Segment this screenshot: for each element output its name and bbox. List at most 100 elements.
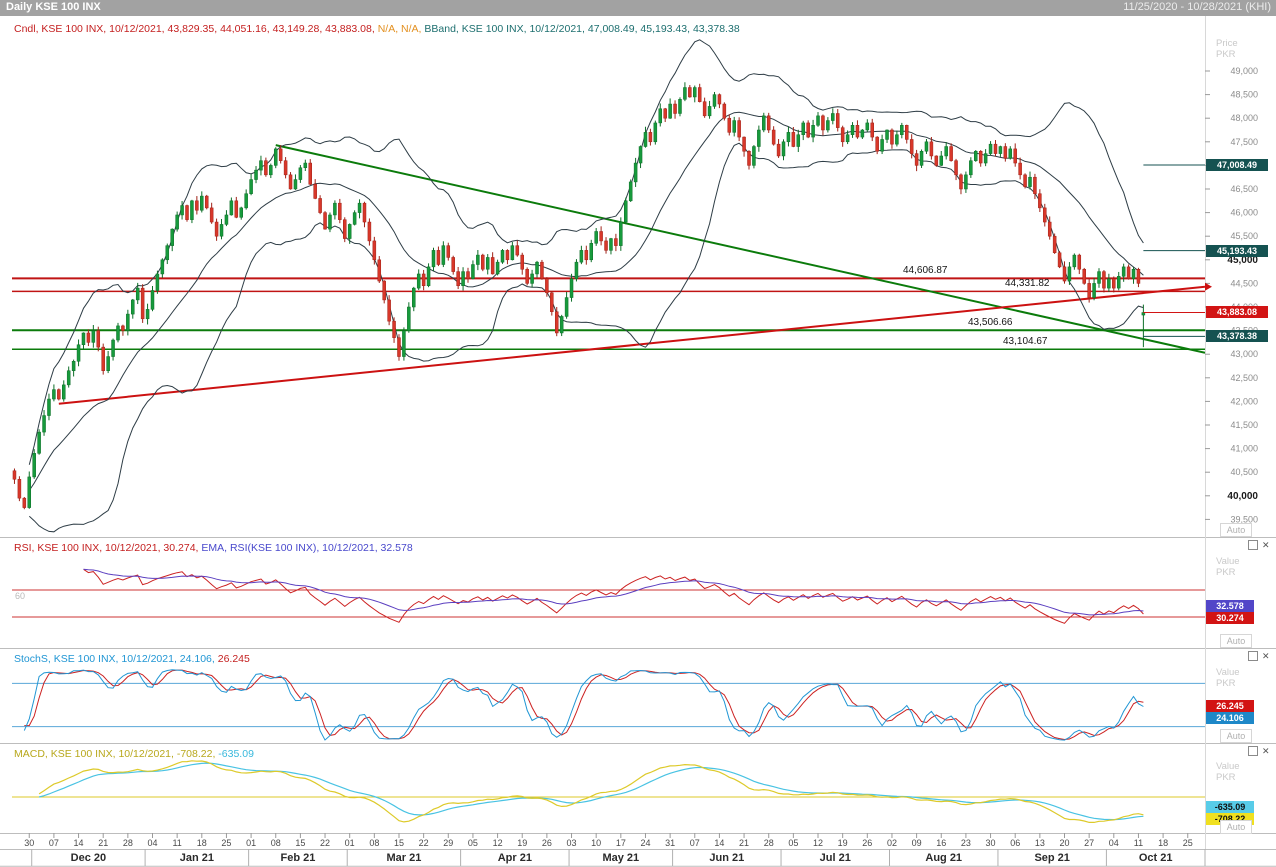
- price-axis-auto-button[interactable]: Auto: [1220, 523, 1252, 537]
- svg-text:Apr 21: Apr 21: [498, 852, 532, 864]
- svg-text:09: 09: [912, 838, 922, 848]
- stoch-d-badge: 26.245: [1206, 700, 1254, 712]
- svg-text:16: 16: [936, 838, 946, 848]
- restore-icon[interactable]: [1248, 651, 1258, 661]
- svg-text:07: 07: [690, 838, 700, 848]
- svg-text:12: 12: [493, 838, 503, 848]
- svg-text:43,000: 43,000: [1230, 349, 1258, 359]
- svg-text:30: 30: [986, 838, 996, 848]
- svg-text:49,000: 49,000: [1230, 66, 1258, 76]
- svg-text:26: 26: [862, 838, 872, 848]
- macd-signal-badge: -635.09: [1206, 801, 1254, 813]
- restore-icon[interactable]: [1248, 746, 1258, 756]
- svg-text:02: 02: [887, 838, 897, 848]
- stoch-k-badge: 24.106: [1206, 712, 1254, 724]
- svg-text:20: 20: [1059, 838, 1069, 848]
- svg-text:Aug 21: Aug 21: [925, 852, 962, 864]
- svg-text:24: 24: [640, 838, 650, 848]
- svg-text:25: 25: [1183, 838, 1193, 848]
- macd-legend: MACD, KSE 100 INX, 10/12/2021, -708.22,: [14, 748, 216, 760]
- svg-text:30: 30: [24, 838, 34, 848]
- svg-text:46,500: 46,500: [1230, 184, 1258, 194]
- stoch-pane-legend: StochS, KSE 100 INX, 10/12/2021, 24.106,…: [14, 653, 250, 665]
- candle-legend-na: N/A, N/A,: [377, 23, 422, 35]
- rsi-ema-badge: 32.578: [1206, 600, 1254, 612]
- last-price-badge: 43,883.08: [1206, 306, 1268, 318]
- svg-text:01: 01: [345, 838, 355, 848]
- restore-icon[interactable]: [1248, 540, 1258, 550]
- svg-text:26: 26: [542, 838, 552, 848]
- svg-text:Jul 21: Jul 21: [820, 852, 851, 864]
- macd-axis-unit: Value PKR: [1216, 761, 1240, 783]
- support-level-label-2: 43,104.67: [1003, 336, 1048, 347]
- bband-legend: BBand, KSE 100 INX, 10/12/2021, 47,008.4…: [424, 23, 740, 35]
- bband-middle-badge: 45,193.43: [1206, 245, 1268, 257]
- stoch-axis-auto-button[interactable]: Auto: [1220, 729, 1252, 743]
- svg-text:Dec 20: Dec 20: [71, 852, 106, 864]
- svg-text:18: 18: [1158, 838, 1168, 848]
- close-icon[interactable]: ✕: [1262, 745, 1270, 756]
- svg-text:18: 18: [197, 838, 207, 848]
- svg-text:47,500: 47,500: [1230, 137, 1258, 147]
- svg-text:28: 28: [764, 838, 774, 848]
- rsi-legend: RSI, KSE 100 INX, 10/12/2021, 30.274,: [14, 542, 199, 554]
- candle-legend: Cndl, KSE 100 INX, 10/12/2021, 43,829.35…: [14, 23, 375, 35]
- svg-text:39,500: 39,500: [1230, 514, 1258, 524]
- svg-text:11: 11: [172, 838, 181, 848]
- svg-text:13: 13: [1035, 838, 1045, 848]
- svg-text:04: 04: [1109, 838, 1119, 848]
- svg-text:10: 10: [591, 838, 601, 848]
- svg-text:May 21: May 21: [602, 852, 639, 864]
- stoch-legend: StochS, KSE 100 INX, 10/12/2021, 24.106,: [14, 653, 215, 665]
- macd-axis-unit-line1: Value: [1216, 761, 1240, 772]
- svg-text:41,000: 41,000: [1230, 444, 1258, 454]
- rsi-axis-unit: Value PKR: [1216, 556, 1240, 578]
- macd-signal-legend: -635.09: [218, 748, 254, 760]
- rsi-axis-auto-button[interactable]: Auto: [1220, 634, 1252, 648]
- price-axis-unit-line2: PKR: [1216, 49, 1236, 60]
- svg-text:01: 01: [246, 838, 256, 848]
- svg-text:28: 28: [123, 838, 133, 848]
- svg-text:11: 11: [1134, 838, 1143, 848]
- macd-pane-legend: MACD, KSE 100 INX, 10/12/2021, -708.22, …: [14, 748, 254, 760]
- svg-text:15: 15: [295, 838, 305, 848]
- bband-lower-badge: 43,378.38: [1206, 330, 1268, 342]
- svg-text:48,000: 48,000: [1230, 113, 1258, 123]
- svg-text:40,500: 40,500: [1230, 467, 1258, 477]
- svg-text:15: 15: [394, 838, 404, 848]
- svg-text:Oct 21: Oct 21: [1139, 852, 1173, 864]
- stoch-axis-unit-line2: PKR: [1216, 678, 1236, 689]
- chart-date-range: 11/25/2020 - 10/28/2021 (KHI): [1123, 1, 1271, 13]
- stoch-pane-controls: ✕: [1248, 651, 1270, 661]
- resistance-level-label-1: 44,606.87: [903, 265, 948, 276]
- price-axis-unit: Price PKR: [1216, 38, 1238, 60]
- svg-text:Sep 21: Sep 21: [1034, 852, 1069, 864]
- stoch-axis-unit-line1: Value: [1216, 667, 1240, 678]
- svg-text:21: 21: [98, 838, 108, 848]
- svg-text:45,500: 45,500: [1230, 231, 1258, 241]
- svg-text:21: 21: [739, 838, 749, 848]
- svg-text:48,500: 48,500: [1230, 90, 1258, 100]
- svg-text:19: 19: [517, 838, 527, 848]
- svg-text:19: 19: [838, 838, 848, 848]
- svg-text:45,000: 45,000: [1227, 255, 1258, 266]
- close-icon[interactable]: ✕: [1262, 539, 1270, 550]
- close-icon[interactable]: ✕: [1262, 650, 1270, 661]
- chart-title-bar: Daily KSE 100 INX 11/25/2020 - 10/28/202…: [0, 0, 1276, 16]
- svg-text:41,500: 41,500: [1230, 420, 1258, 430]
- svg-text:23: 23: [961, 838, 971, 848]
- svg-text:Mar 21: Mar 21: [386, 852, 421, 864]
- svg-text:22: 22: [320, 838, 330, 848]
- macd-axis-auto-button[interactable]: Auto: [1220, 820, 1252, 834]
- stoch-d-legend: 26.245: [217, 653, 250, 665]
- price-axis-unit-line1: Price: [1216, 38, 1238, 49]
- macd-pane-controls: ✕: [1248, 746, 1270, 756]
- rsi-axis-unit-line1: Value: [1216, 556, 1240, 567]
- chart-title: Daily KSE 100 INX: [6, 1, 101, 13]
- svg-text:17: 17: [616, 838, 626, 848]
- svg-text:22: 22: [419, 838, 429, 848]
- rsi-pane-legend: RSI, KSE 100 INX, 10/12/2021, 30.274, EM…: [14, 542, 413, 554]
- svg-text:25: 25: [221, 838, 231, 848]
